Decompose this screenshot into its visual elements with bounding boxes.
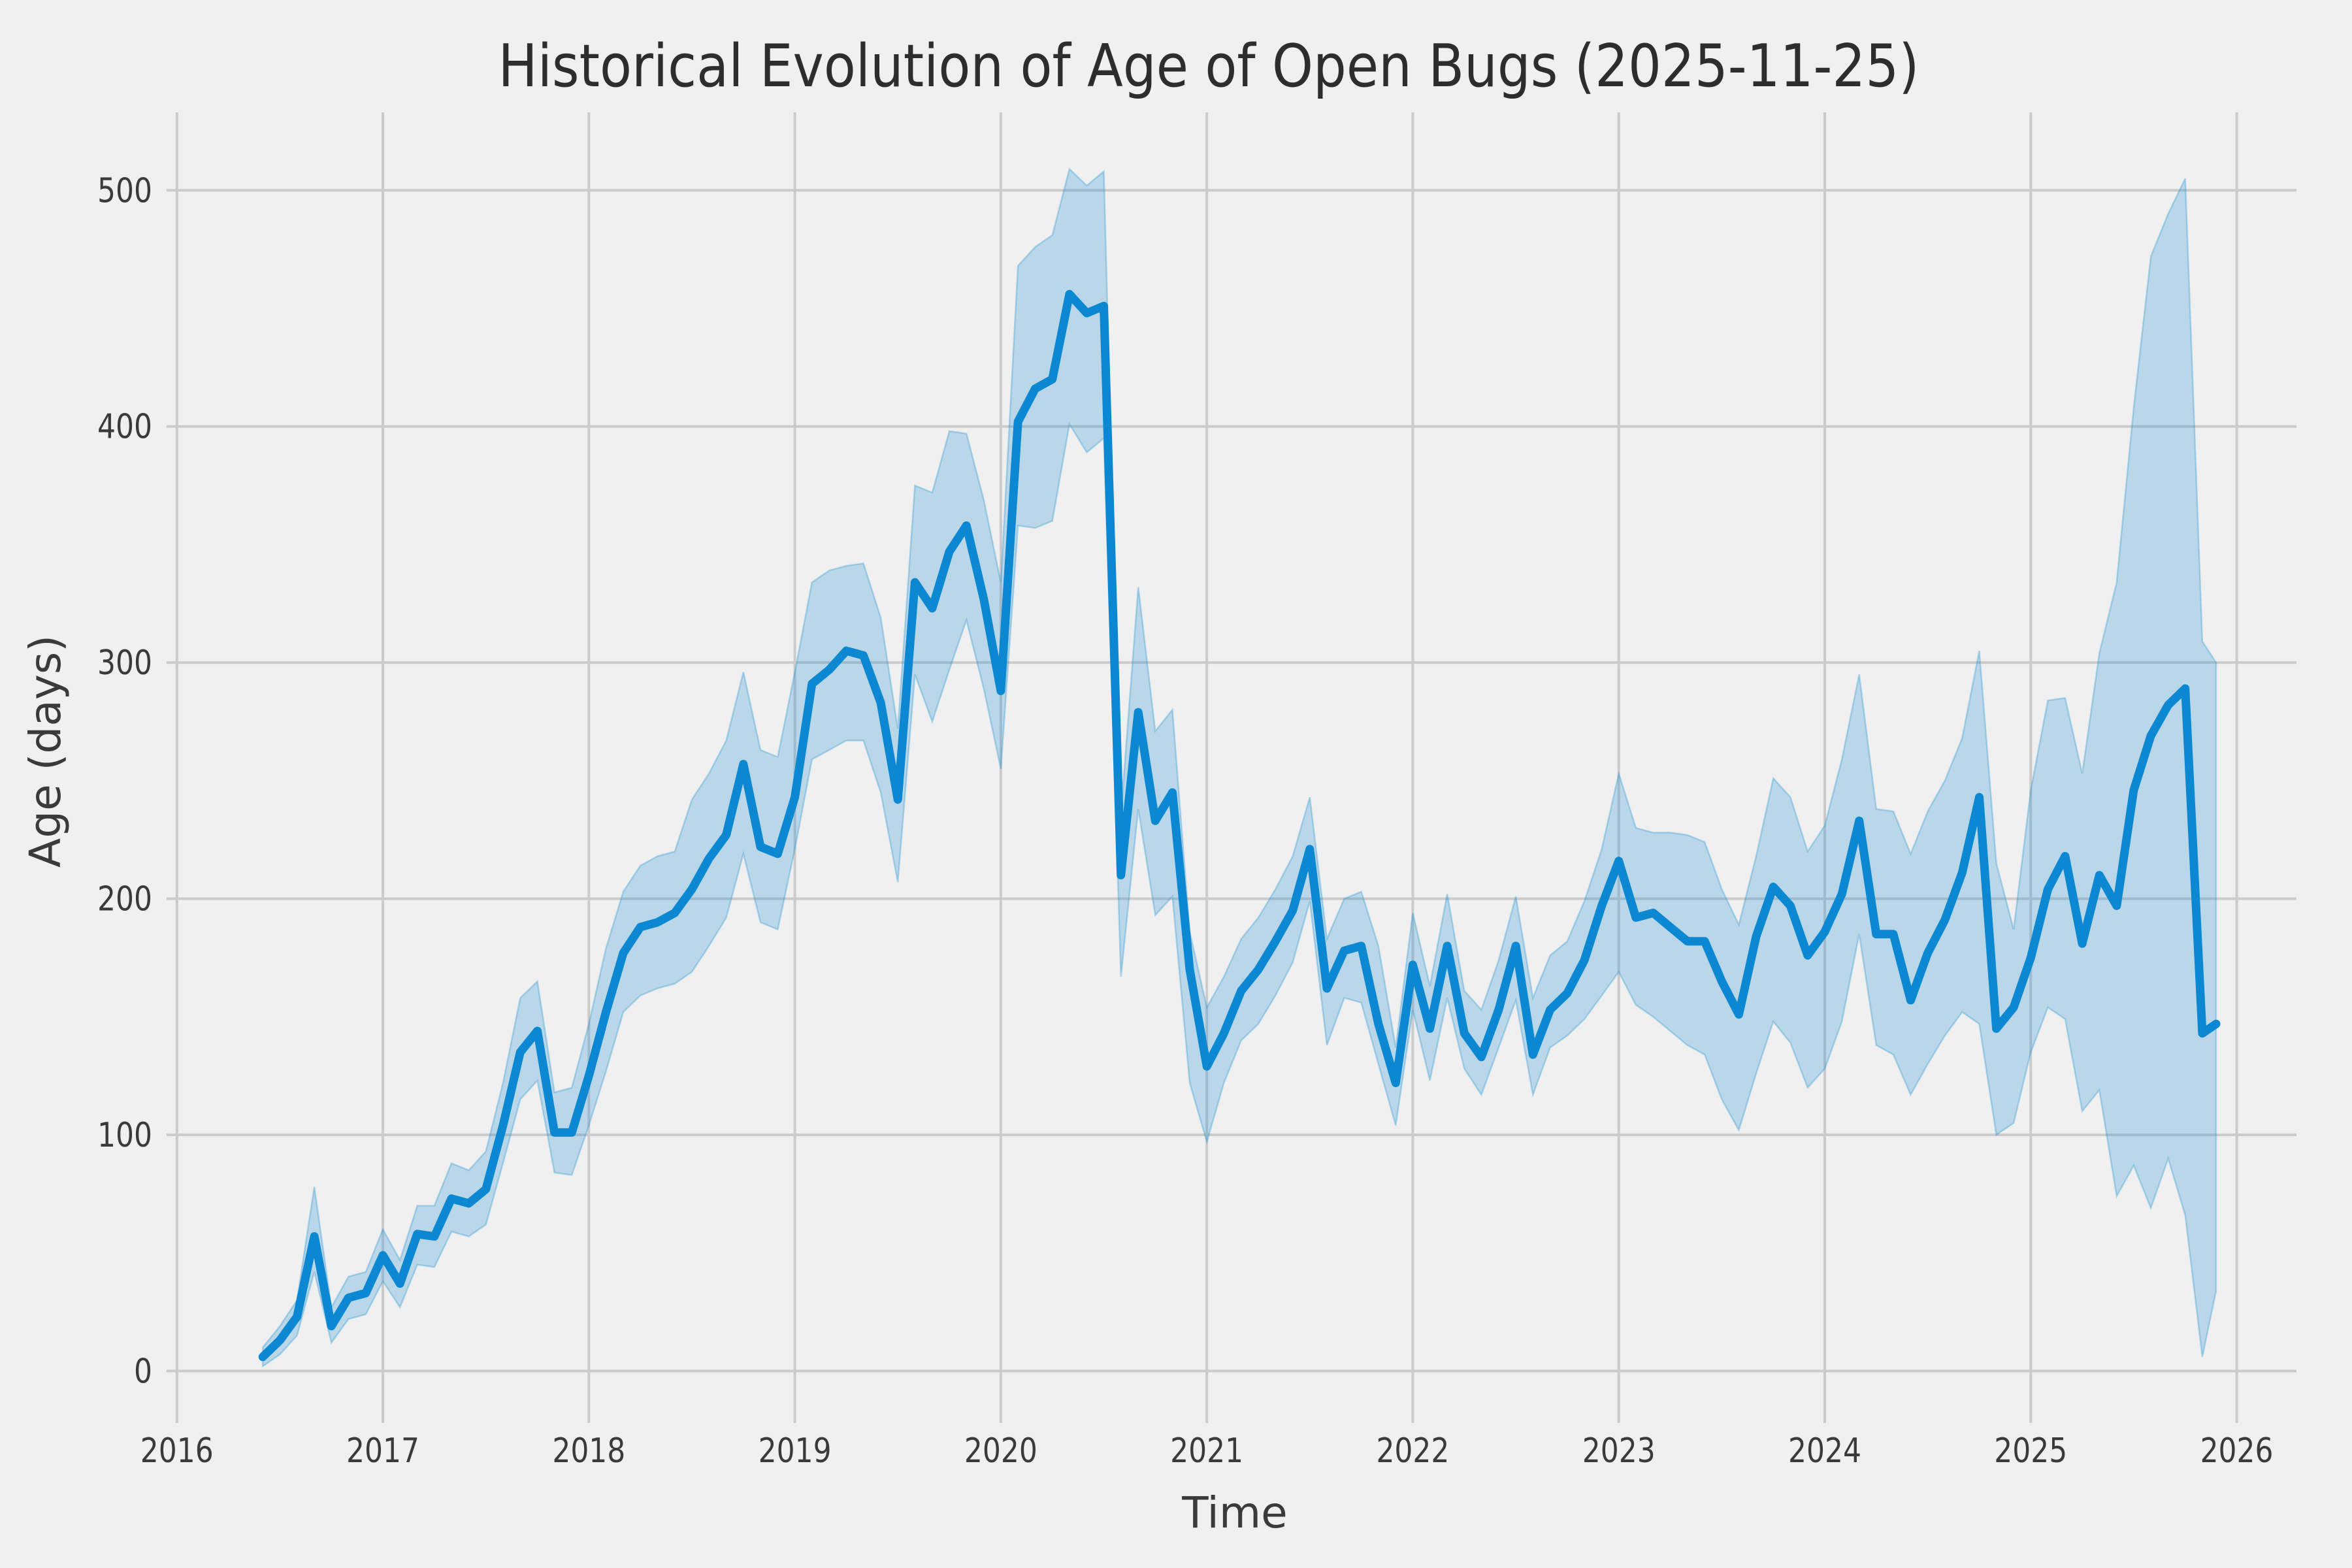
chart-title: Historical Evolution of Age of Open Bugs… bbox=[498, 32, 1919, 101]
y-tick-label: 200 bbox=[97, 880, 152, 919]
y-tick-label: 100 bbox=[97, 1116, 152, 1155]
x-tick-label: 2021 bbox=[1170, 1431, 1243, 1471]
x-tick-label: 2024 bbox=[1788, 1431, 1861, 1471]
x-tick-label: 2025 bbox=[1994, 1431, 2067, 1471]
x-tick-label: 2019 bbox=[759, 1431, 832, 1471]
y-tick-label: 300 bbox=[97, 644, 152, 683]
y-axis-tick-labels: 0 100 200 300 400 500 bbox=[97, 171, 152, 1391]
series-line bbox=[258, 289, 2221, 1362]
y-tick-label: 0 bbox=[134, 1352, 152, 1391]
mean-age-line bbox=[258, 289, 2221, 1362]
y-axis-label: Age (days) bbox=[20, 635, 71, 868]
x-tick-label: 2020 bbox=[964, 1431, 1037, 1471]
x-tick-label: 2017 bbox=[346, 1431, 419, 1471]
x-tick-label: 2018 bbox=[552, 1431, 625, 1471]
x-tick-label: 2023 bbox=[1582, 1431, 1656, 1471]
x-tick-label: 2016 bbox=[140, 1431, 214, 1471]
x-axis-label: Time bbox=[1181, 1488, 1288, 1538]
x-tick-label: 2026 bbox=[2200, 1431, 2274, 1471]
x-axis-tick-labels: 2016 2017 2018 2019 2020 2021 2022 2023 2024 2025… bbox=[140, 1431, 2274, 1471]
x-tick-label: 2022 bbox=[1376, 1431, 1449, 1471]
gridlines bbox=[167, 112, 2296, 1423]
y-tick-label: 400 bbox=[97, 408, 152, 447]
y-tick-label: 500 bbox=[97, 171, 152, 210]
confidence-band-area bbox=[261, 167, 2217, 1368]
confidence-band bbox=[261, 167, 2217, 1368]
